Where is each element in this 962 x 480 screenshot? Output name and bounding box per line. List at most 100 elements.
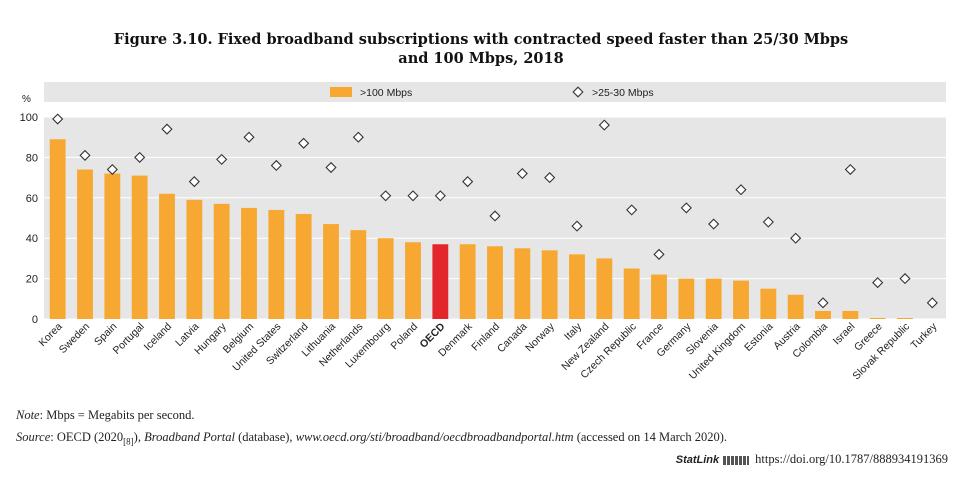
bar-iceland (159, 193, 175, 319)
marker-czech-republic (626, 204, 638, 216)
marker-lithuania (325, 161, 337, 174)
bar-france (651, 274, 667, 319)
bar-sweden (77, 169, 93, 319)
marker-france (653, 248, 665, 260)
marker-turkey (926, 297, 938, 309)
marker-latvia (188, 176, 200, 188)
legend-label-marker: >25-30 Mbps (592, 87, 654, 99)
bar-finland (487, 246, 503, 319)
marker-united-states (270, 159, 282, 172)
marker-switzerland (298, 137, 310, 149)
marker-italy (571, 220, 583, 232)
bar-greece (869, 317, 886, 319)
bar-united-kingdom (733, 280, 749, 319)
bar-hungary (213, 203, 230, 319)
source-line: Source: OECD (2020[8]), Broadband Portal… (16, 430, 727, 447)
marker-slovenia (708, 218, 720, 230)
bar-israel (842, 310, 859, 319)
marker-portugal (134, 151, 146, 163)
bar-poland (405, 242, 421, 319)
marker-korea (52, 113, 64, 125)
statlink: StatLink https://doi.org/10.1787/88893419… (676, 452, 948, 467)
source-title: Broadband Portal (144, 430, 235, 444)
source-label: Source (16, 430, 51, 444)
marker-israel (844, 163, 856, 176)
bar-norway (541, 250, 558, 319)
marker-hungary (216, 153, 228, 165)
source-url-link[interactable]: www.oecd.org/sti/broadband/oecdbroadband… (295, 430, 574, 444)
statlink-logo-icon (723, 455, 750, 465)
bar-denmark (459, 244, 476, 319)
x-tick-label: Canada (495, 321, 530, 356)
marker-netherlands (352, 131, 364, 143)
legend-label-bar: >100 Mbps (360, 87, 412, 99)
marker-canada (516, 167, 528, 180)
bar-netherlands (350, 230, 367, 319)
marker-colombia (817, 297, 829, 309)
marker-austria (790, 232, 802, 244)
source-mid: ), (133, 430, 145, 444)
marker-poland (407, 190, 419, 202)
bar-spain (104, 173, 121, 319)
marker-estonia (762, 216, 774, 228)
bar-united-states (268, 209, 285, 319)
bar-italy (569, 254, 585, 319)
bar-canada (514, 248, 531, 319)
marker-new-zealand (598, 119, 610, 131)
marker-sweden (79, 149, 91, 161)
marker-spain (106, 163, 118, 176)
x-tick-label: Turkey (909, 320, 940, 351)
statlink-url-link[interactable]: https://doi.org/10.1787/888934191369 (755, 452, 948, 466)
source-pre: : OECD (2020 (50, 430, 124, 444)
bar-latvia (186, 199, 203, 319)
x-tick-label: Iceland (142, 321, 175, 354)
marker-germany (680, 202, 692, 214)
y-axis-label: % (22, 94, 31, 105)
note-text: : Mbps = Megabits per second. (39, 408, 195, 422)
bar-colombia (815, 310, 831, 319)
legend-band (44, 82, 946, 102)
y-tick-label: 20 (26, 274, 38, 286)
chart-title-line-2: and 100 Mbps, 2018 (398, 50, 564, 67)
x-tick-label: Poland (389, 321, 421, 353)
bar-lithuania (323, 224, 339, 319)
chart-title-line-1: Figure 3.10. Fixed broadband subscriptio… (113, 31, 849, 48)
bar-belgium (241, 207, 257, 319)
marker-iceland (161, 123, 173, 135)
marker-norway (544, 172, 556, 184)
bar-portugal (131, 175, 148, 319)
note-label: Note (16, 408, 40, 422)
statlink-brand: StatLink (675, 454, 720, 466)
bar-korea (49, 139, 66, 319)
bar-estonia (760, 288, 777, 319)
marker-denmark (462, 176, 474, 188)
marker-united-kingdom (735, 184, 747, 196)
bar-slovak-republic (897, 317, 913, 319)
bar-new-zealand (596, 258, 613, 319)
x-tick-label: Sweden (57, 321, 92, 356)
source-after-title: (database), (234, 430, 296, 444)
marker-luxembourg (380, 190, 392, 202)
y-tick-label: 40 (26, 233, 38, 245)
y-tick-label: 0 (32, 314, 38, 326)
x-tick-label: Estonia (742, 321, 775, 354)
marker-finland (489, 210, 501, 222)
source-ref: [8] (123, 436, 134, 447)
bar-switzerland (295, 213, 312, 319)
bar-austria (787, 294, 804, 319)
marker-belgium (243, 131, 255, 143)
y-tick-label: 100 (20, 112, 38, 124)
y-tick-label: 80 (26, 152, 38, 164)
legend-swatch-bar (330, 87, 352, 97)
marker-greece (872, 277, 884, 289)
bar-slovenia (705, 278, 722, 319)
source-post: (accessed on 14 March 2020). (573, 430, 728, 444)
x-tick-label: Norway (523, 320, 557, 354)
chart-title: Figure 3.10. Fixed broadband subscriptio… (0, 30, 962, 68)
bar-oecd (432, 244, 449, 319)
y-tick-label: 60 (26, 193, 38, 205)
marker-oecd (434, 190, 446, 202)
legend-swatch-marker (572, 86, 584, 98)
marker-slovak-republic (899, 273, 911, 285)
bar-germany (678, 278, 695, 319)
